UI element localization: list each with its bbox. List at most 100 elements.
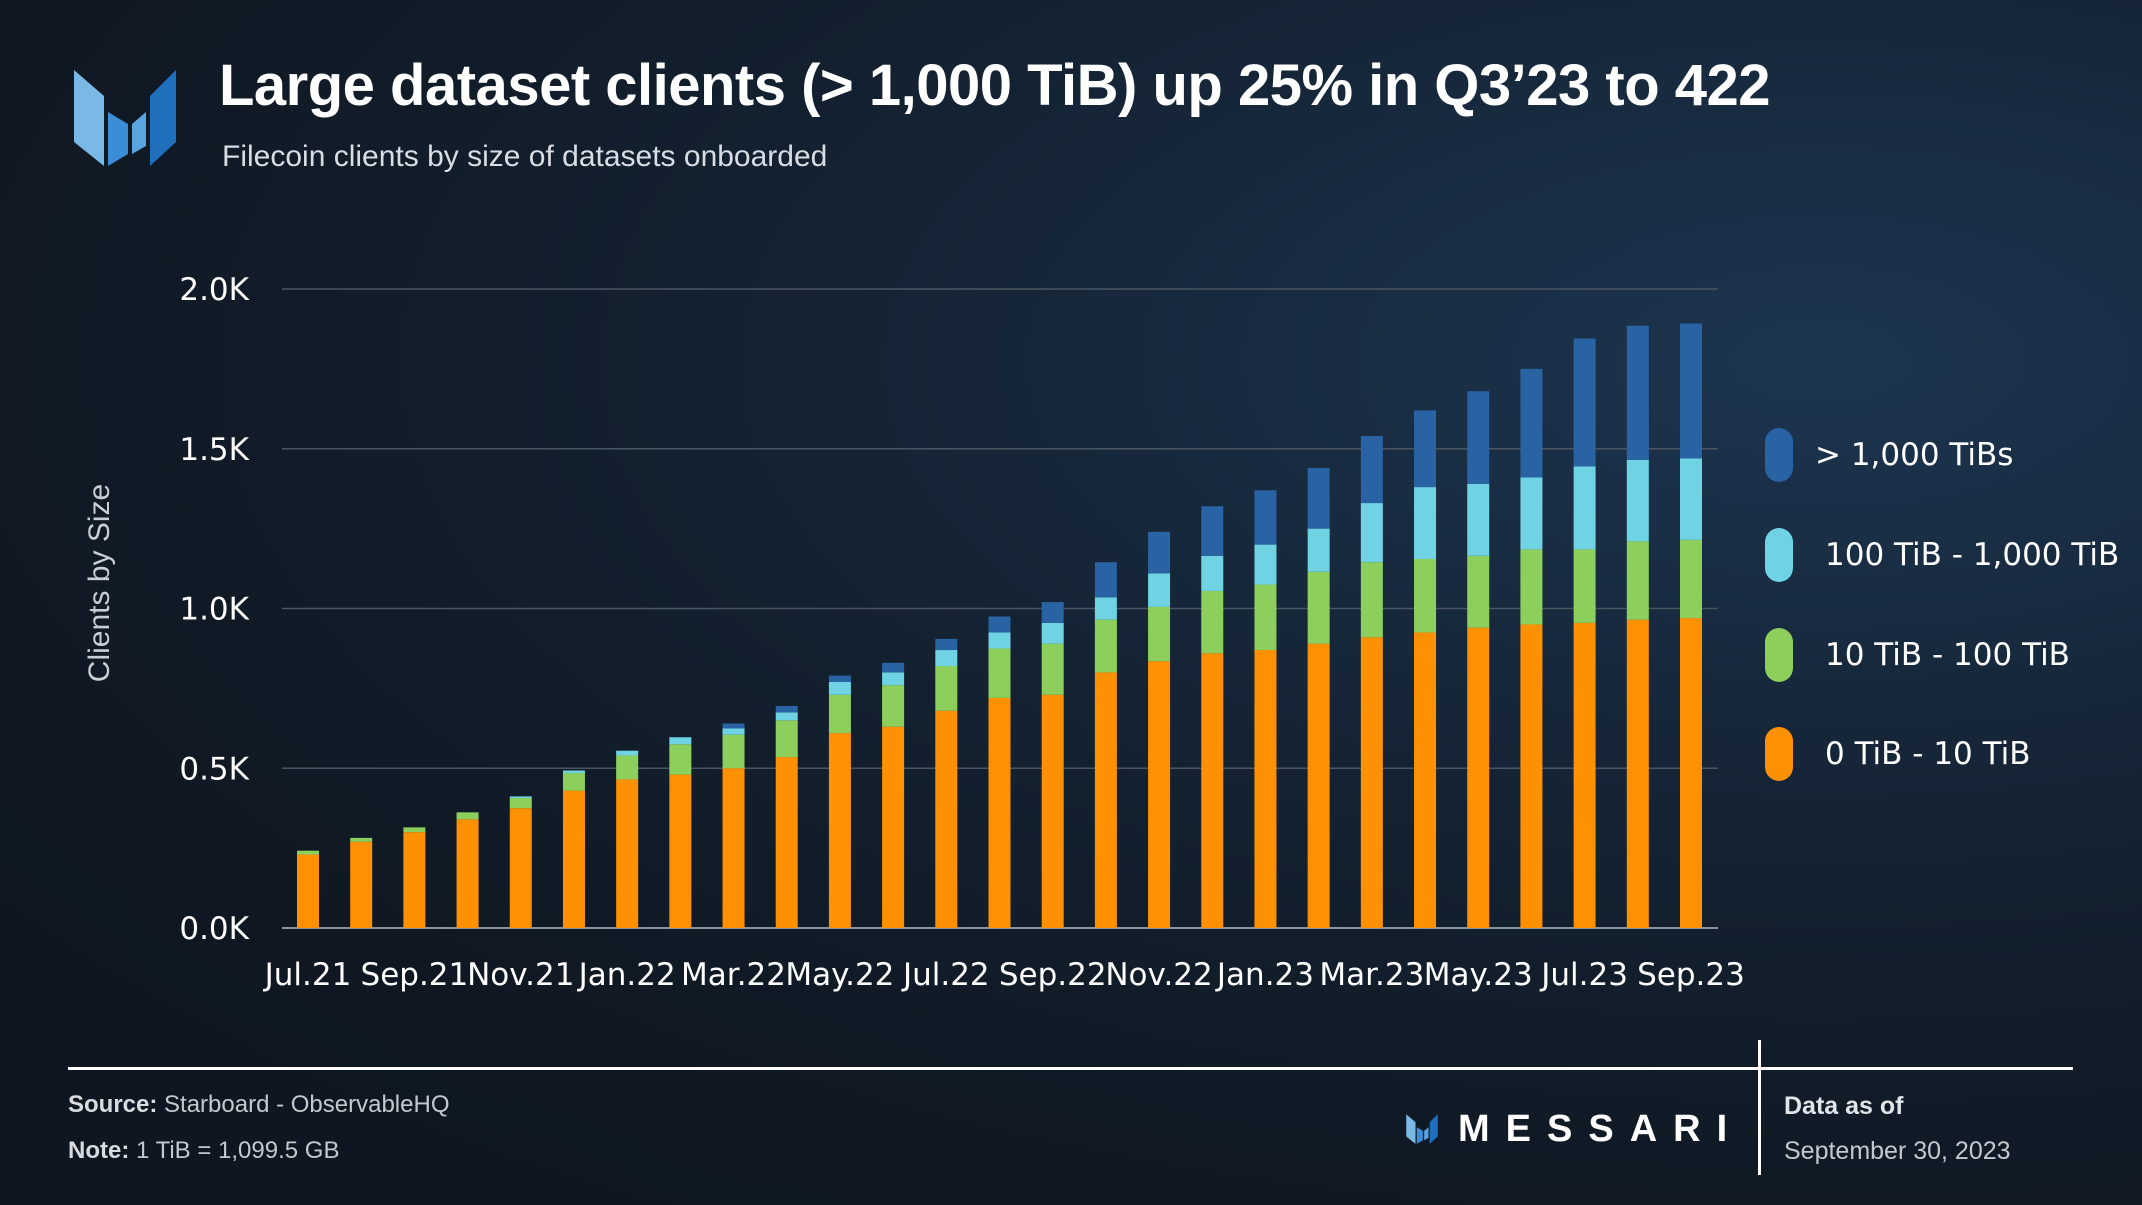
bar-stack xyxy=(403,827,426,928)
chart-title: Large dataset clients (> 1,000 TiB) up 2… xyxy=(219,53,1771,118)
footer-divider xyxy=(68,1067,2073,1070)
legend-item-100-1000: 100 TiB - 1,000 TiB xyxy=(1765,528,2119,582)
bar-segment xyxy=(935,650,958,667)
bar-stack xyxy=(1520,368,1543,928)
bar-stack xyxy=(1360,435,1383,928)
x-tick-label: Mar.23 xyxy=(1319,957,1424,993)
bar-segment xyxy=(1414,632,1437,928)
bars xyxy=(297,323,1702,928)
bar-segment xyxy=(456,819,479,928)
bar-segment xyxy=(1307,643,1330,928)
bar-segment xyxy=(1201,506,1224,556)
legend-item-over-1000: > 1,000 TiBs xyxy=(1765,428,2013,482)
bar-segment xyxy=(1041,622,1064,644)
bar-segment xyxy=(509,797,532,809)
bar-segment xyxy=(722,728,745,735)
bar-segment xyxy=(1573,549,1596,623)
bar-segment xyxy=(1201,555,1224,591)
bar-stack xyxy=(988,616,1011,928)
x-tick-label: Sep.21 xyxy=(361,957,469,993)
x-tick-label: Jan.23 xyxy=(1215,957,1314,993)
y-tick-label: 1.0K xyxy=(179,592,249,628)
bar-segment xyxy=(669,774,692,928)
bar-stack xyxy=(1626,325,1649,928)
x-tick-label: May.22 xyxy=(785,957,894,993)
bar-stack xyxy=(1148,531,1171,928)
bar-segment xyxy=(722,734,745,769)
x-tick-label: Nov.22 xyxy=(1105,957,1212,993)
bar-segment xyxy=(616,755,639,780)
bar-segment xyxy=(1680,323,1702,459)
bar-stack xyxy=(562,770,585,928)
bar-segment xyxy=(562,790,585,928)
bar-stack xyxy=(1573,338,1596,928)
messari-logo-icon xyxy=(74,70,176,166)
bar-stack xyxy=(1307,467,1330,928)
bar-segment xyxy=(1041,694,1064,928)
bar-segment xyxy=(1414,558,1437,633)
bar-segment xyxy=(828,694,851,734)
bar-stack xyxy=(1201,506,1224,928)
bar-segment xyxy=(1360,562,1383,638)
unit-note: Note: 1 TiB = 1,099.5 GB xyxy=(68,1137,339,1165)
bar-segment xyxy=(1041,643,1064,695)
legend-swatch-green xyxy=(1765,628,1793,682)
bar-segment xyxy=(1094,562,1117,598)
bar-segment xyxy=(562,773,585,791)
y-axis-label: Clients by Size xyxy=(83,484,116,682)
bar-segment xyxy=(1201,590,1224,654)
bar-segment xyxy=(1254,490,1277,545)
y-tick-label: 2.0K xyxy=(179,272,249,308)
bar-segment xyxy=(456,812,479,820)
bar-segment xyxy=(509,796,532,798)
bar-segment xyxy=(1467,627,1490,928)
bar-segment xyxy=(1626,459,1649,542)
x-tick-label: Jul.21 xyxy=(263,957,352,993)
bar-segment xyxy=(1573,622,1596,928)
bar-segment xyxy=(1148,606,1171,662)
bar-segment xyxy=(562,770,585,774)
bar-stack xyxy=(456,812,479,928)
bar-segment xyxy=(775,705,798,713)
bar-segment xyxy=(1680,539,1702,619)
legend-swatch-cyan xyxy=(1765,528,1793,582)
bar-segment xyxy=(1148,573,1171,607)
bar-stack xyxy=(669,737,692,928)
y-axis-ticks: 0.0K 0.5K 1.0K 1.5K 2.0K xyxy=(179,272,249,947)
bar-segment xyxy=(616,750,639,756)
bar-segment xyxy=(1626,619,1649,928)
bar-stack xyxy=(616,750,639,928)
bar-stack xyxy=(1094,562,1117,928)
bar-segment xyxy=(1307,571,1330,644)
x-tick-label: Nov.21 xyxy=(467,957,574,993)
bar-segment xyxy=(1467,483,1490,556)
bar-segment xyxy=(1148,531,1171,574)
brand-mark: MESSARI xyxy=(1404,1108,1743,1151)
bar-segment xyxy=(1626,325,1649,460)
bar-segment xyxy=(1414,410,1437,488)
bar-segment xyxy=(1360,503,1383,563)
bar-segment xyxy=(1094,619,1117,673)
bar-segment xyxy=(350,841,373,928)
bar-segment xyxy=(775,712,798,721)
bar-segment xyxy=(988,632,1011,649)
bar-segment xyxy=(297,850,319,855)
bar-segment xyxy=(882,672,905,686)
x-tick-label: Sep.22 xyxy=(999,957,1107,993)
bar-segment xyxy=(350,837,373,842)
bar-stack xyxy=(1680,323,1702,928)
bar-segment xyxy=(988,616,1011,633)
bar-segment xyxy=(828,681,851,695)
x-tick-label: Jan.22 xyxy=(577,957,676,993)
bar-segment xyxy=(1680,618,1702,928)
x-tick-label: Jul.22 xyxy=(901,957,990,993)
bar-segment xyxy=(509,808,532,928)
bar-segment xyxy=(1467,391,1490,484)
bar-segment xyxy=(1573,338,1596,467)
source-note: Source: Starboard - ObservableHQ xyxy=(68,1091,450,1119)
bar-segment xyxy=(882,662,905,673)
y-tick-label: 1.5K xyxy=(179,432,249,468)
bar-segment xyxy=(1307,528,1330,572)
legend-swatch-orange xyxy=(1765,727,1793,781)
note-label: Note: xyxy=(68,1137,130,1164)
